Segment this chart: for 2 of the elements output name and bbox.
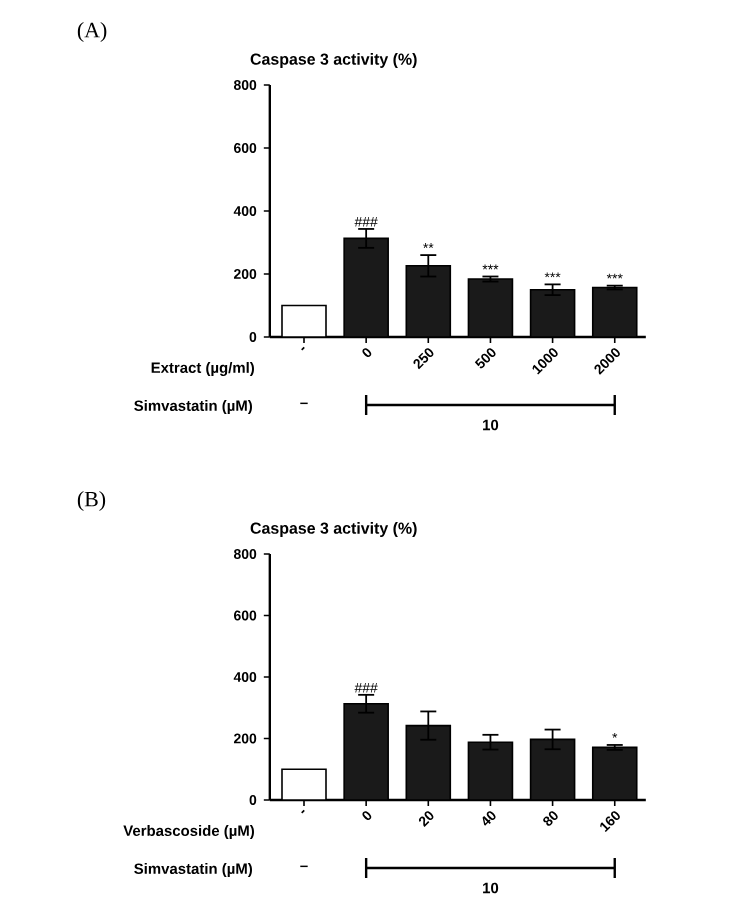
text: (B) xyxy=(77,491,106,511)
text: (A) xyxy=(77,22,107,42)
